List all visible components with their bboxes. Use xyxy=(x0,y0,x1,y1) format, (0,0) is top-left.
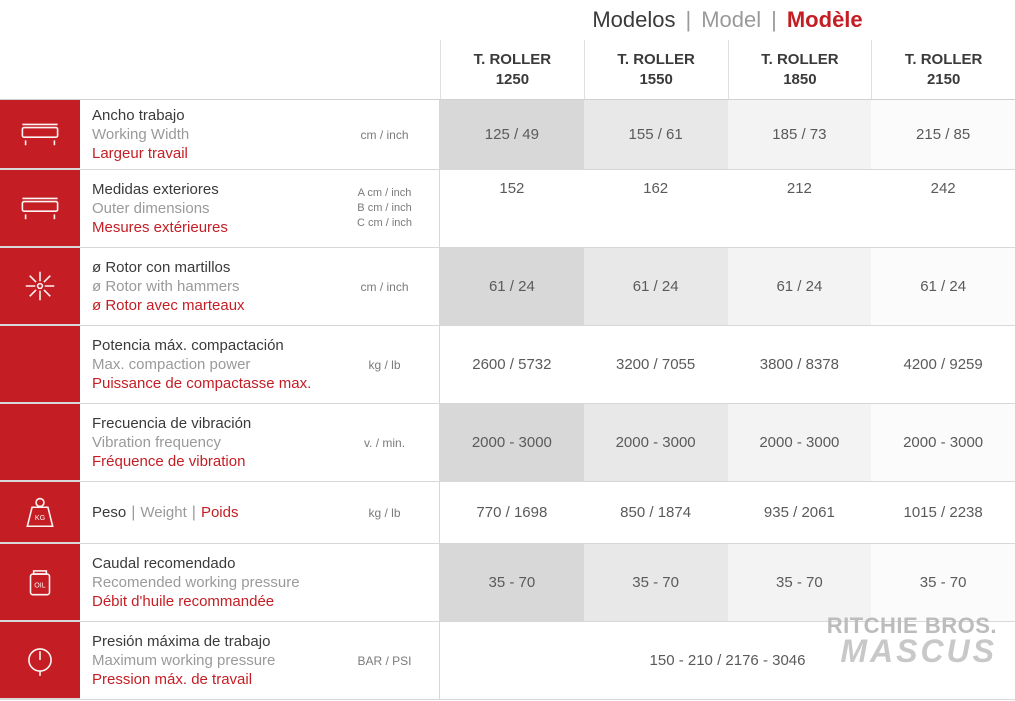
spec-label: Presión máxima de trabajoMaximum working… xyxy=(80,622,330,699)
spec-data: 61 / 2461 / 2461 / 2461 / 24 xyxy=(440,248,1015,325)
flow-icon: OIL xyxy=(0,544,80,621)
spec-value: 61 / 24 xyxy=(440,248,584,325)
spec-value: 2000 - 3000 xyxy=(871,404,1015,481)
title-sep: | xyxy=(771,7,777,33)
spec-value: 935 / 2061 xyxy=(728,482,872,543)
spec-unit: cm / inch xyxy=(330,100,440,169)
svg-text:KG: KG xyxy=(35,514,45,522)
spec-label: Medidas exterioresOuter dimensionsMesure… xyxy=(80,170,330,247)
model-header-cell: T. ROLLER1850 xyxy=(728,40,872,99)
spec-row-width: Ancho trabajoWorking WidthLargeur travai… xyxy=(0,100,1015,170)
spec-unit: A cm / inchB cm / inchC cm / inch xyxy=(330,170,440,247)
spec-value: 2000 - 3000 xyxy=(440,404,584,481)
spec-row-rotor: ø Rotor con martillosø Rotor with hammer… xyxy=(0,248,1015,326)
spec-value: 152 xyxy=(440,170,584,247)
spec-row-flow: OIL Caudal recomendadoRecomended working … xyxy=(0,544,1015,622)
spec-data: 35 - 7035 - 7035 - 7035 - 70 xyxy=(440,544,1015,621)
spec-label: Peso|Weight|Poids xyxy=(80,482,330,543)
spec-value: 4200 / 9259 xyxy=(871,326,1015,403)
svg-text:OIL: OIL xyxy=(34,582,46,590)
title-row: Modelos | Model | Modèle xyxy=(0,0,1015,40)
spec-row-pressure: Presión máxima de trabajoMaximum working… xyxy=(0,622,1015,700)
spec-label: Caudal recomendadoRecomended working pre… xyxy=(80,544,330,621)
spec-unit: cm / inch xyxy=(330,248,440,325)
spec-label: Potencia máx. compactaciónMax. compactio… xyxy=(80,326,330,403)
pressure-icon xyxy=(0,622,80,699)
spec-value: 3800 / 8378 xyxy=(728,326,872,403)
spec-unit xyxy=(330,544,440,621)
spec-value: 212 xyxy=(728,170,872,247)
title-en: Model xyxy=(701,7,761,33)
spec-data: 770 / 1698850 / 1874935 / 20611015 / 223… xyxy=(440,482,1015,543)
title-fr: Modèle xyxy=(787,7,863,33)
spec-data: 125 / 49155 / 61185 / 73215 / 85 xyxy=(440,100,1015,169)
spec-label: Ancho trabajoWorking WidthLargeur travai… xyxy=(80,100,330,169)
spec-table: Modelos | Model | Modèle T. ROLLER1250T.… xyxy=(0,0,1015,701)
power-icon xyxy=(0,326,80,403)
spec-row-weight: KG Peso|Weight|Poidskg / lb770 / 1698850 … xyxy=(0,482,1015,544)
spec-value: 35 - 70 xyxy=(584,544,728,621)
spec-value: 155 / 61 xyxy=(584,100,728,169)
outer-icon xyxy=(0,170,80,247)
title-sep: | xyxy=(686,7,692,33)
spec-value: 125 / 49 xyxy=(440,100,584,169)
spec-value-span: 150 - 210 / 2176 - 3046 xyxy=(440,652,1015,669)
spec-value: 242 xyxy=(871,170,1015,247)
rotor-icon xyxy=(0,248,80,325)
spec-value: 61 / 24 xyxy=(728,248,872,325)
spec-value: 185 / 73 xyxy=(728,100,872,169)
model-header-cell: T. ROLLER2150 xyxy=(871,40,1015,99)
spec-value: 61 / 24 xyxy=(584,248,728,325)
spec-value: 2000 - 3000 xyxy=(728,404,872,481)
spec-value: 61 / 24 xyxy=(871,248,1015,325)
spec-value: 35 - 70 xyxy=(728,544,872,621)
spec-value: 215 / 85 xyxy=(871,100,1015,169)
spec-row-freq: Frecuencia de vibraciónVibration frequen… xyxy=(0,404,1015,482)
spec-row-power: Potencia máx. compactaciónMax. compactio… xyxy=(0,326,1015,404)
spec-unit: kg / lb xyxy=(330,326,440,403)
freq-icon xyxy=(0,404,80,481)
spec-value: 3200 / 7055 xyxy=(584,326,728,403)
model-header: T. ROLLER1250T. ROLLER1550T. ROLLER1850T… xyxy=(0,40,1015,100)
spec-value: 770 / 1698 xyxy=(440,482,584,543)
spec-value: 850 / 1874 xyxy=(584,482,728,543)
spec-label: Frecuencia de vibraciónVibration frequen… xyxy=(80,404,330,481)
spec-data: 2000 - 30002000 - 30002000 - 30002000 - … xyxy=(440,404,1015,481)
model-header-cell: T. ROLLER1550 xyxy=(584,40,728,99)
title-es: Modelos xyxy=(592,7,675,33)
spec-unit: kg / lb xyxy=(330,482,440,543)
spec-unit: v. / min. xyxy=(330,404,440,481)
spec-value: 35 - 70 xyxy=(871,544,1015,621)
spec-value: 1015 / 2238 xyxy=(871,482,1015,543)
spec-unit: BAR / PSI xyxy=(330,622,440,699)
spec-data: 150 - 210 / 2176 - 3046 xyxy=(440,622,1015,699)
spec-row-outer: Medidas exterioresOuter dimensionsMesure… xyxy=(0,170,1015,248)
spec-value: 2000 - 3000 xyxy=(584,404,728,481)
width-icon xyxy=(0,100,80,169)
spec-label: ø Rotor con martillosø Rotor with hammer… xyxy=(80,248,330,325)
model-header-cell: T. ROLLER1250 xyxy=(440,40,584,99)
weight-icon: KG xyxy=(0,482,80,543)
spec-data: 2600 / 57323200 / 70553800 / 83784200 / … xyxy=(440,326,1015,403)
spec-value: 162 xyxy=(584,170,728,247)
spec-data: 152162212242 xyxy=(440,170,1015,247)
spec-value: 2600 / 5732 xyxy=(440,326,584,403)
spec-value: 35 - 70 xyxy=(440,544,584,621)
